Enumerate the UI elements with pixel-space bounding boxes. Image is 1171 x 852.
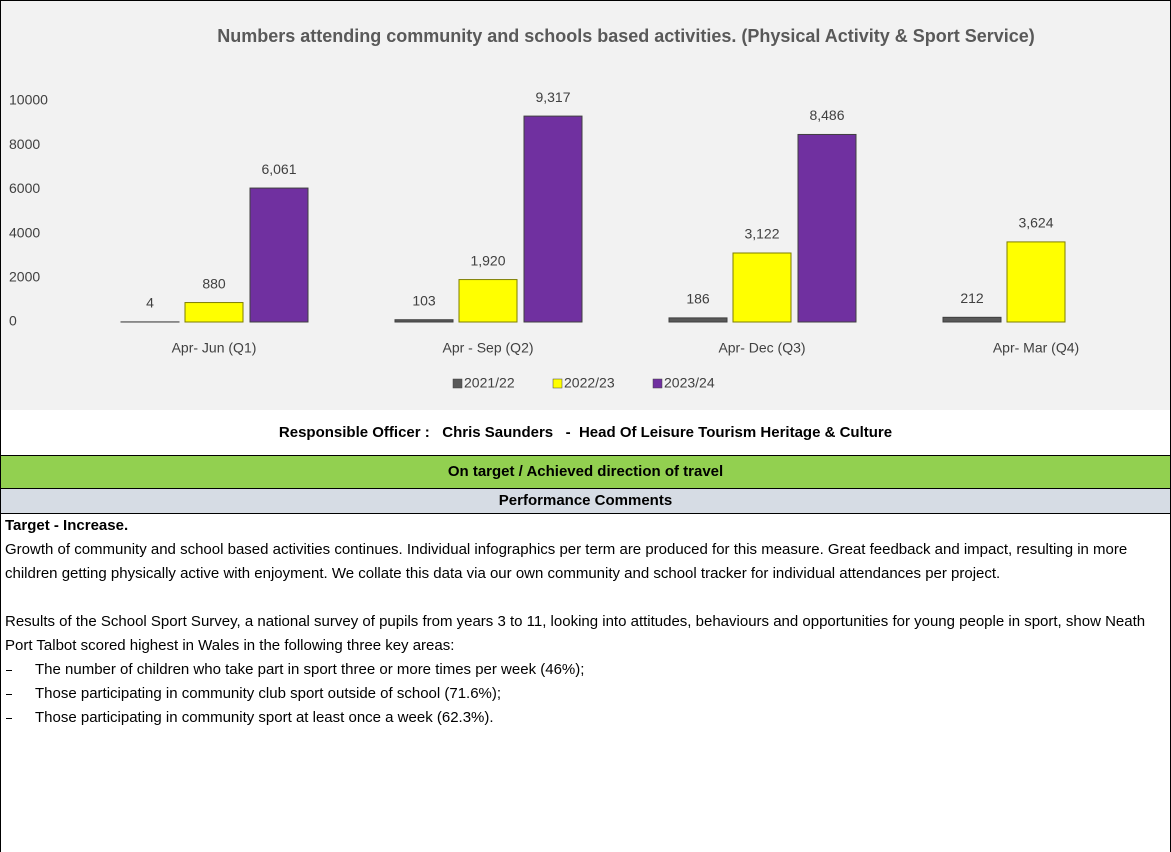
bar	[668, 317, 728, 323]
value-label: 4	[146, 295, 154, 311]
legend-swatch	[552, 378, 563, 389]
bullet: Those participating in community sport a…	[5, 706, 1166, 730]
y-tick-label: 6000	[9, 180, 40, 196]
responsible-officer: Responsible Officer : Chris Saunders - H…	[0, 410, 1171, 456]
legend-swatch	[452, 378, 463, 389]
bullet-dash	[6, 670, 12, 671]
status-banner: On target / Achieved direction of travel	[0, 456, 1171, 489]
y-tick-label: 8000	[9, 136, 40, 152]
value-label: 3,122	[744, 226, 779, 242]
bar	[394, 319, 454, 323]
y-tick-label: 10000	[9, 92, 48, 108]
bullet: The number of children who take part in …	[5, 658, 1166, 682]
bar	[184, 302, 244, 323]
bullet-text: Those participating in community sport a…	[35, 709, 494, 726]
comments-heading: Performance Comments	[0, 489, 1171, 514]
bullet-dash	[6, 718, 12, 719]
x-tick-label: Apr - Sep (Q2)	[442, 340, 533, 356]
chart-panel: 0 2000 4000 6000 8000 10000 Apr- Jun (Q1) 4 880 6…	[0, 0, 1171, 411]
chart-title: Numbers attending community and schools …	[217, 26, 1035, 46]
bar	[942, 316, 1002, 323]
value-label: 103	[412, 292, 436, 308]
value-label: 3,624	[1018, 215, 1053, 231]
bullet-text: The number of children who take part in …	[35, 661, 585, 678]
value-label: 8,486	[809, 107, 844, 123]
comments-body: Target - Increase. Growth of community a…	[0, 514, 1171, 852]
bar	[458, 279, 518, 323]
x-tick-label: Apr- Mar (Q4)	[993, 340, 1079, 356]
legend-label: 2022/23	[564, 375, 615, 391]
bullet-dash	[6, 694, 12, 695]
value-label: 1,920	[470, 252, 505, 268]
value-label: 6,061	[261, 161, 296, 177]
target: Target - Increase.	[5, 517, 129, 534]
bar	[797, 133, 857, 323]
bar	[732, 252, 792, 323]
bar	[523, 115, 583, 323]
paragraph: Growth of community and school based act…	[5, 541, 1128, 582]
y-tick-label: 4000	[9, 224, 40, 240]
y-tick-label: 2000	[9, 269, 40, 285]
bullet: Those participating in community club sp…	[5, 682, 1166, 706]
bullet-text: Those participating in community club sp…	[35, 685, 502, 702]
bar	[1006, 241, 1066, 323]
legend-label: 2021/22	[464, 375, 515, 391]
bar	[249, 187, 309, 323]
legend-swatch	[652, 378, 663, 389]
legend-label: 2023/24	[664, 375, 715, 391]
x-tick-label: Apr- Dec (Q3)	[718, 340, 805, 356]
value-label: 9,317	[535, 89, 570, 105]
x-tick-label: Apr- Jun (Q1)	[172, 340, 257, 356]
value-label: 212	[960, 290, 984, 306]
paragraph: Results of the School Sport Survey, a na…	[5, 613, 1146, 654]
value-label: 880	[202, 275, 226, 291]
y-tick-label: 0	[9, 313, 17, 329]
value-label: 186	[686, 291, 710, 307]
chart: 0 2000 4000 6000 8000 10000 Apr- Jun (Q1) 4 880 6…	[9, 89, 1079, 391]
